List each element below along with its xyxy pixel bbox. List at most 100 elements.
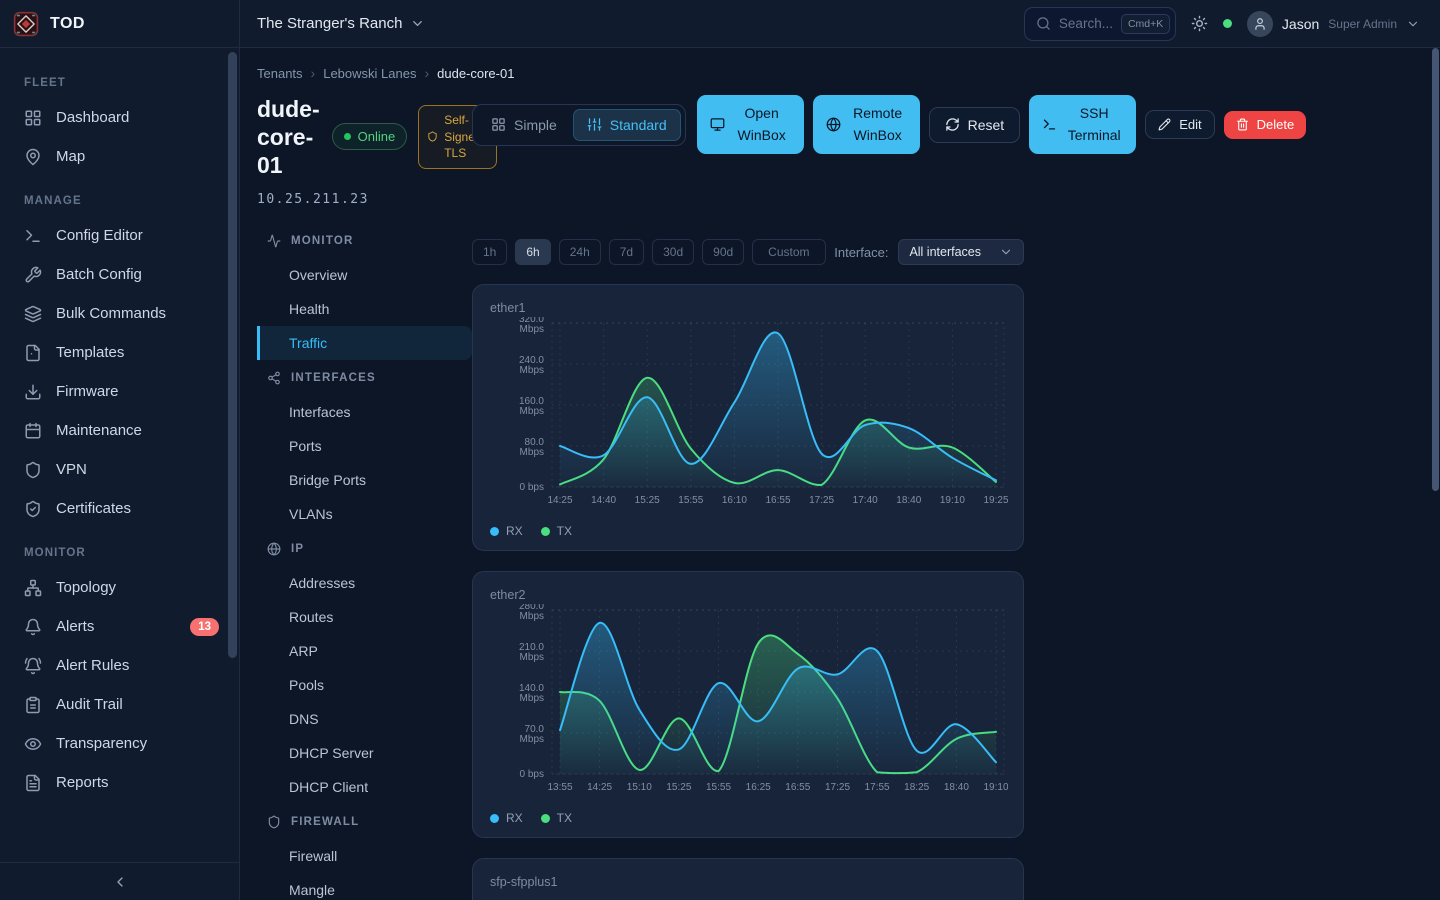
tenant-selector[interactable]: The Stranger's Ranch xyxy=(257,15,425,32)
theme-toggle-button[interactable] xyxy=(1191,15,1208,32)
activity-icon xyxy=(267,234,281,248)
device-nav-item-dns[interactable]: DNS xyxy=(257,702,472,736)
sidebar-item-transparency[interactable]: Transparency xyxy=(0,724,239,763)
svg-text:13:55: 13:55 xyxy=(547,782,572,793)
sidebar-item-firmware[interactable]: Firmware xyxy=(0,372,239,411)
sidebar-item-audit-trail[interactable]: Audit Trail xyxy=(0,685,239,724)
device-nav-item-vlans[interactable]: VLANs xyxy=(257,497,472,531)
sliders-icon xyxy=(587,117,602,132)
chevron-down-icon xyxy=(999,245,1013,259)
pencil-icon xyxy=(1158,118,1171,131)
monitor-icon xyxy=(710,117,725,132)
search-icon xyxy=(1036,16,1051,31)
search-placeholder: Search... xyxy=(1059,16,1113,31)
bell-ring-icon xyxy=(24,657,42,675)
interface-select[interactable]: All interfaces xyxy=(898,239,1024,265)
device-nav-section-interfaces: INTERFACES xyxy=(257,360,472,395)
time-range-6h-button[interactable]: 6h xyxy=(515,239,550,265)
sidebar-item-map[interactable]: Map xyxy=(0,137,239,176)
shield-icon xyxy=(267,815,281,829)
sidebar-item-alerts[interactable]: Alerts13 xyxy=(0,607,239,646)
logo-text: TOD xyxy=(50,15,85,33)
search-input[interactable]: Search... Cmd+K xyxy=(1024,7,1176,41)
sidebar-item-label: Maintenance xyxy=(56,422,142,439)
bell-icon xyxy=(24,618,42,636)
topology-icon xyxy=(24,579,42,597)
sidebar-collapse-button[interactable] xyxy=(0,862,239,900)
device-nav-section-monitor: MONITOR xyxy=(257,223,472,258)
globe-icon xyxy=(267,542,281,556)
time-range-1h-button[interactable]: 1h xyxy=(472,239,507,265)
device-nav-item-firewall[interactable]: Firewall xyxy=(257,839,472,873)
edit-button[interactable]: Edit xyxy=(1145,110,1214,139)
user-role: Super Admin xyxy=(1328,17,1397,31)
main-content: Tenants›Lebowski Lanes›dude-core-01 dude… xyxy=(240,48,1440,900)
svg-text:210.0Mbps: 210.0Mbps xyxy=(519,642,544,663)
device-nav-item-traffic[interactable]: Traffic xyxy=(257,326,472,360)
trash-icon xyxy=(1236,118,1249,131)
map-pin-icon xyxy=(24,148,42,166)
time-range-90d-button[interactable]: 90d xyxy=(702,239,744,265)
svg-text:15:25: 15:25 xyxy=(666,782,691,793)
sidebar-item-label: Firmware xyxy=(56,383,119,400)
sidebar-item-config-editor[interactable]: Config Editor xyxy=(0,216,239,255)
user-menu[interactable]: Jason Super Admin xyxy=(1247,11,1420,37)
view-mode-standard[interactable]: Standard xyxy=(573,109,681,141)
top-bar-right: Search... Cmd+K Jason Super Admin xyxy=(1024,7,1420,41)
sidebar-item-vpn[interactable]: VPN xyxy=(0,450,239,489)
device-nav-item-routes[interactable]: Routes xyxy=(257,600,472,634)
sidebar-item-certificates[interactable]: Certificates xyxy=(0,489,239,528)
time-range-7d-button[interactable]: 7d xyxy=(609,239,644,265)
chevron-down-icon xyxy=(410,16,425,31)
time-range-30d-button[interactable]: 30d xyxy=(652,239,694,265)
logo-icon xyxy=(13,11,39,37)
breadcrumb-item-tenants[interactable]: Tenants xyxy=(257,66,303,81)
device-ip: 10.25.211.23 xyxy=(257,192,472,207)
device-nav-item-pools[interactable]: Pools xyxy=(257,668,472,702)
time-range-custom-button[interactable]: Custom xyxy=(752,239,825,265)
trash-icon xyxy=(1236,118,1249,131)
svg-text:15:25: 15:25 xyxy=(635,495,660,506)
svg-text:16:25: 16:25 xyxy=(746,782,771,793)
device-nav-item-health[interactable]: Health xyxy=(257,292,472,326)
sidebar-item-dashboard[interactable]: Dashboard xyxy=(0,98,239,137)
device-nav-item-dhcp-server[interactable]: DHCP Server xyxy=(257,736,472,770)
sidebar-item-alert-rules[interactable]: Alert Rules xyxy=(0,646,239,685)
time-range-24h-button[interactable]: 24h xyxy=(559,239,601,265)
remote-winbox-button[interactable]: Remote WinBox xyxy=(813,95,920,154)
device-nav-item-arp[interactable]: ARP xyxy=(257,634,472,668)
chevron-down-icon xyxy=(410,16,425,31)
sidebar-scrollbar[interactable] xyxy=(228,52,237,658)
sidebar-item-topology[interactable]: Topology xyxy=(0,568,239,607)
page-scrollbar[interactable] xyxy=(1432,48,1439,491)
sidebar-item-batch-config[interactable]: Batch Config xyxy=(0,255,239,294)
sidebar: FLEETDashboardMapMANAGEConfig EditorBatc… xyxy=(0,48,240,900)
sidebar-item-templates[interactable]: Templates xyxy=(0,333,239,372)
device-nav-item-bridge-ports[interactable]: Bridge Ports xyxy=(257,463,472,497)
svg-text:140.0Mbps: 140.0Mbps xyxy=(519,683,544,704)
sidebar-item-reports[interactable]: Reports xyxy=(0,763,239,802)
view-mode-simple[interactable]: Simple xyxy=(477,109,571,141)
svg-text:14:25: 14:25 xyxy=(547,495,572,506)
device-nav-item-interfaces[interactable]: Interfaces xyxy=(257,395,472,429)
delete-button[interactable]: Delete xyxy=(1224,111,1307,139)
sidebar-item-maintenance[interactable]: Maintenance xyxy=(0,411,239,450)
ssh-terminal-button[interactable]: SSH Terminal xyxy=(1029,95,1136,154)
device-panel: dude-core-01 Online Self-Signed TLS xyxy=(257,93,472,900)
terminal-icon xyxy=(24,227,42,245)
device-nav-item-ports[interactable]: Ports xyxy=(257,429,472,463)
device-nav-item-mangle[interactable]: Mangle xyxy=(257,873,472,900)
time-range-selector: 1h 6h 24h 7d 30d 90d Custom xyxy=(472,239,826,265)
page-title: dude-core-01 xyxy=(257,95,320,179)
chart-filters: 1h6h24h7d30d90dCustom Interface: All int… xyxy=(472,239,1024,265)
reset-button[interactable]: Reset xyxy=(929,107,1021,143)
device-nav-item-overview[interactable]: Overview xyxy=(257,258,472,292)
breadcrumb-item-lebowski-lanes[interactable]: Lebowski Lanes xyxy=(323,66,416,81)
device-nav-item-addresses[interactable]: Addresses xyxy=(257,566,472,600)
terminal-icon xyxy=(1042,117,1057,132)
open-winbox-button[interactable]: Open WinBox xyxy=(697,95,804,154)
device-nav-item-dhcp-client[interactable]: DHCP Client xyxy=(257,770,472,804)
sidebar-item-bulk-commands[interactable]: Bulk Commands xyxy=(0,294,239,333)
svg-text:15:10: 15:10 xyxy=(627,782,652,793)
app-root: TOD The Stranger's Ranch Search... Cmd+K… xyxy=(0,0,1440,900)
